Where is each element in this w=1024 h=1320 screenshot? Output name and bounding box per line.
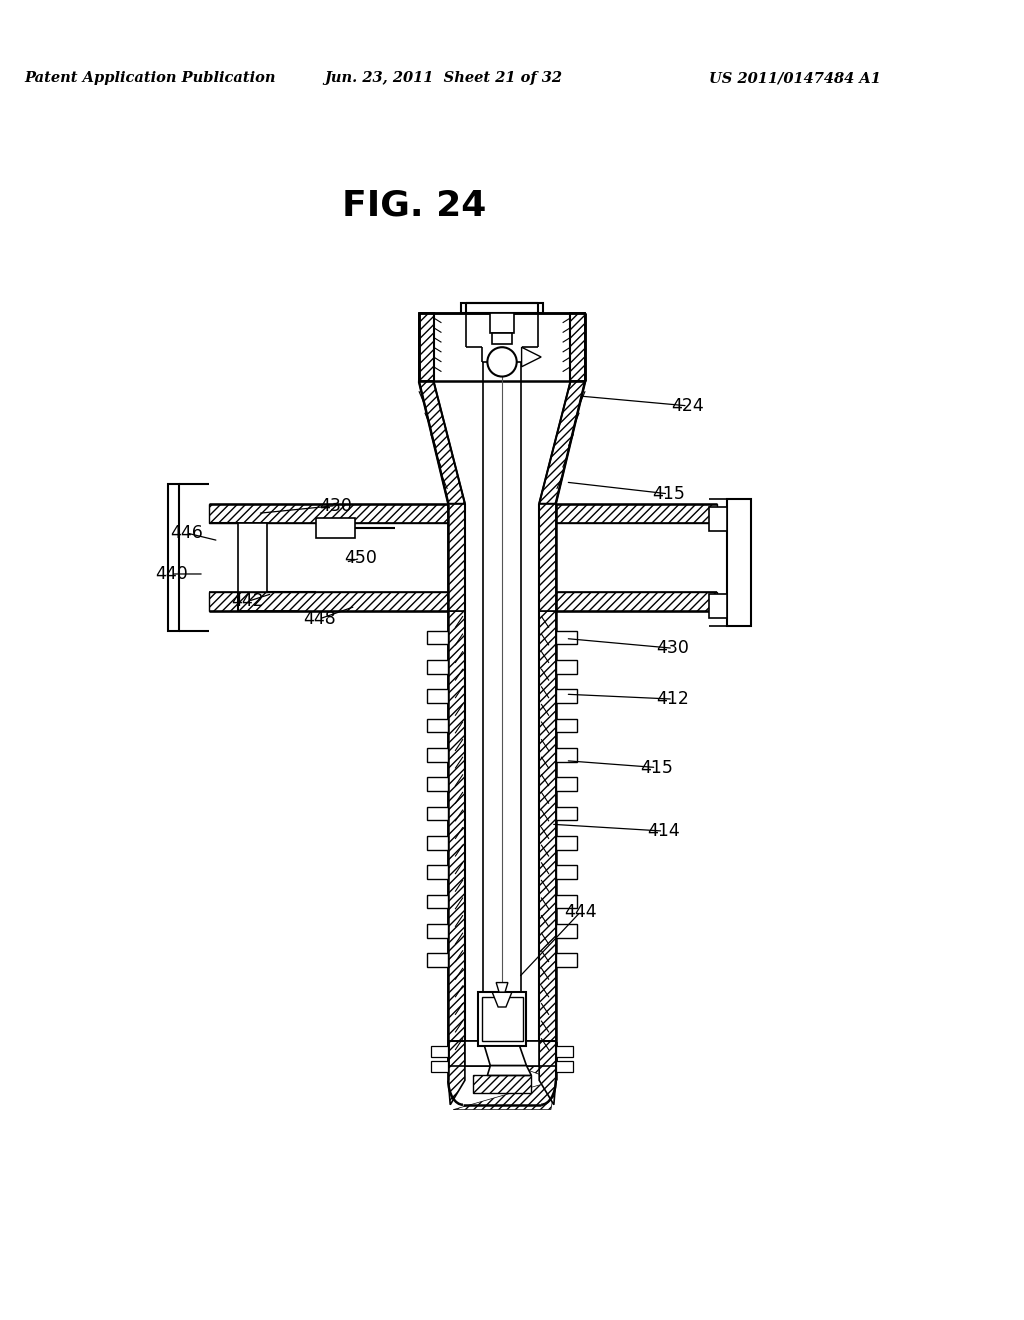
Text: 430: 430: [656, 639, 689, 657]
Polygon shape: [419, 313, 433, 381]
Polygon shape: [465, 1041, 540, 1065]
Polygon shape: [427, 718, 449, 733]
Polygon shape: [427, 660, 449, 673]
Polygon shape: [556, 504, 717, 523]
Polygon shape: [556, 953, 578, 968]
Polygon shape: [427, 836, 449, 850]
Polygon shape: [497, 982, 508, 993]
Circle shape: [487, 347, 517, 376]
Polygon shape: [427, 631, 449, 644]
Text: 444: 444: [564, 903, 597, 921]
Polygon shape: [490, 313, 514, 333]
Polygon shape: [449, 1041, 465, 1105]
Polygon shape: [540, 611, 556, 1041]
Polygon shape: [427, 924, 449, 937]
Polygon shape: [427, 895, 449, 908]
Polygon shape: [493, 993, 512, 1007]
Text: 450: 450: [344, 549, 377, 568]
Polygon shape: [556, 836, 578, 850]
Polygon shape: [461, 304, 543, 313]
Text: 440: 440: [156, 565, 188, 583]
Polygon shape: [556, 689, 578, 704]
Polygon shape: [427, 866, 449, 879]
Polygon shape: [540, 504, 556, 611]
Polygon shape: [449, 611, 465, 1041]
Polygon shape: [481, 997, 522, 1041]
Polygon shape: [419, 313, 433, 381]
Polygon shape: [209, 504, 449, 523]
Polygon shape: [556, 591, 717, 611]
Polygon shape: [556, 631, 578, 644]
Polygon shape: [727, 499, 752, 626]
Polygon shape: [540, 381, 585, 504]
Polygon shape: [556, 660, 578, 673]
Polygon shape: [556, 777, 578, 791]
Polygon shape: [540, 381, 585, 504]
Polygon shape: [556, 895, 578, 908]
Polygon shape: [710, 594, 727, 618]
Polygon shape: [570, 313, 585, 381]
Polygon shape: [431, 1061, 449, 1072]
Text: Patent Application Publication: Patent Application Publication: [25, 71, 275, 86]
Text: 424: 424: [672, 397, 705, 414]
Polygon shape: [493, 333, 512, 345]
Polygon shape: [556, 1061, 573, 1072]
Polygon shape: [556, 718, 578, 733]
Polygon shape: [427, 807, 449, 820]
Polygon shape: [487, 1065, 531, 1076]
Text: 442: 442: [231, 593, 264, 610]
Polygon shape: [419, 381, 465, 504]
Text: 430: 430: [319, 496, 352, 515]
Polygon shape: [570, 313, 585, 381]
Polygon shape: [427, 689, 449, 704]
Polygon shape: [484, 1045, 526, 1065]
Polygon shape: [239, 523, 267, 591]
Polygon shape: [556, 924, 578, 937]
Polygon shape: [556, 748, 578, 762]
Polygon shape: [168, 484, 179, 631]
Polygon shape: [710, 507, 727, 531]
Polygon shape: [449, 504, 465, 611]
Polygon shape: [540, 1041, 556, 1105]
Text: Jun. 23, 2011  Sheet 21 of 32: Jun. 23, 2011 Sheet 21 of 32: [325, 71, 562, 86]
Polygon shape: [473, 1076, 531, 1093]
Polygon shape: [316, 519, 355, 537]
Polygon shape: [427, 953, 449, 968]
Text: 415: 415: [651, 484, 685, 503]
Text: 414: 414: [647, 822, 680, 840]
Polygon shape: [556, 807, 578, 820]
Polygon shape: [209, 591, 449, 611]
Text: 446: 446: [170, 524, 203, 543]
Text: 412: 412: [656, 690, 689, 708]
Polygon shape: [427, 748, 449, 762]
Polygon shape: [521, 347, 541, 367]
Text: 448: 448: [303, 610, 336, 628]
Text: 415: 415: [640, 759, 673, 776]
Polygon shape: [427, 777, 449, 791]
Polygon shape: [431, 1045, 449, 1057]
Text: FIG. 24: FIG. 24: [342, 189, 486, 223]
Polygon shape: [449, 1041, 556, 1110]
Polygon shape: [556, 1045, 573, 1057]
Polygon shape: [477, 993, 526, 1045]
Text: US 2011/0147484 A1: US 2011/0147484 A1: [710, 71, 882, 86]
Polygon shape: [556, 866, 578, 879]
